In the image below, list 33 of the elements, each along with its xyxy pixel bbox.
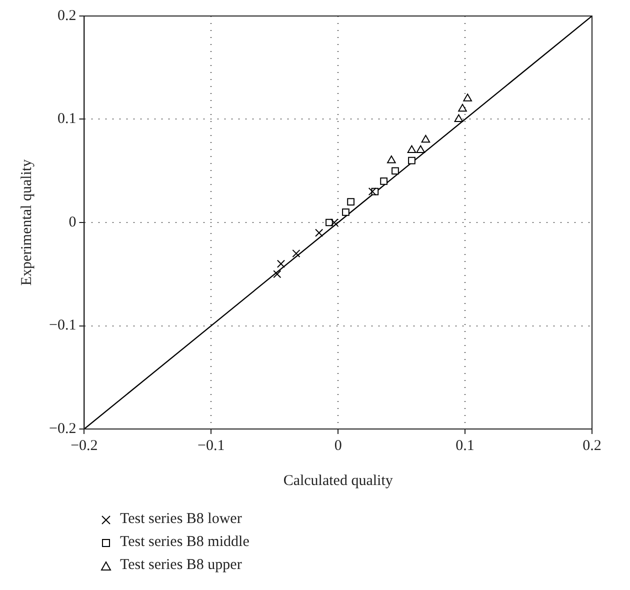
legend-label: Test series B8 upper [120,557,242,574]
point [416,145,426,153]
y-tick-label: −0.1 [48,318,76,334]
point [458,104,467,112]
y-tick-label: 0.1 [57,111,76,128]
point [315,228,324,237]
x-tick-label: 0.1 [456,438,474,454]
point [292,249,300,258]
legend-label: Test series B8 lower [120,511,242,528]
x-axis-title: Calculated quality [283,472,394,489]
point [463,94,472,102]
legend-label: Test series B8 middle [120,534,250,551]
point [454,114,464,122]
point [407,145,416,153]
y-axis-title: Experimental quality [18,158,35,286]
point [421,134,430,143]
y-tick-label: −0.2 [48,420,76,437]
x-tick-label: 0 [334,438,342,454]
y-tick-label: 0 [68,214,76,230]
point [347,198,354,206]
x-tick-label: −0.2 [70,438,98,454]
point [342,208,350,216]
y-tick-label: 0.2 [57,8,76,24]
x-tick-label: −0.1 [198,438,225,454]
point [368,187,376,196]
point [392,167,399,175]
point [380,178,388,185]
point [273,270,282,278]
x-tick-label: 0.2 [582,438,602,454]
point [276,260,286,268]
point [330,218,338,227]
point [408,156,416,164]
point [387,156,396,164]
